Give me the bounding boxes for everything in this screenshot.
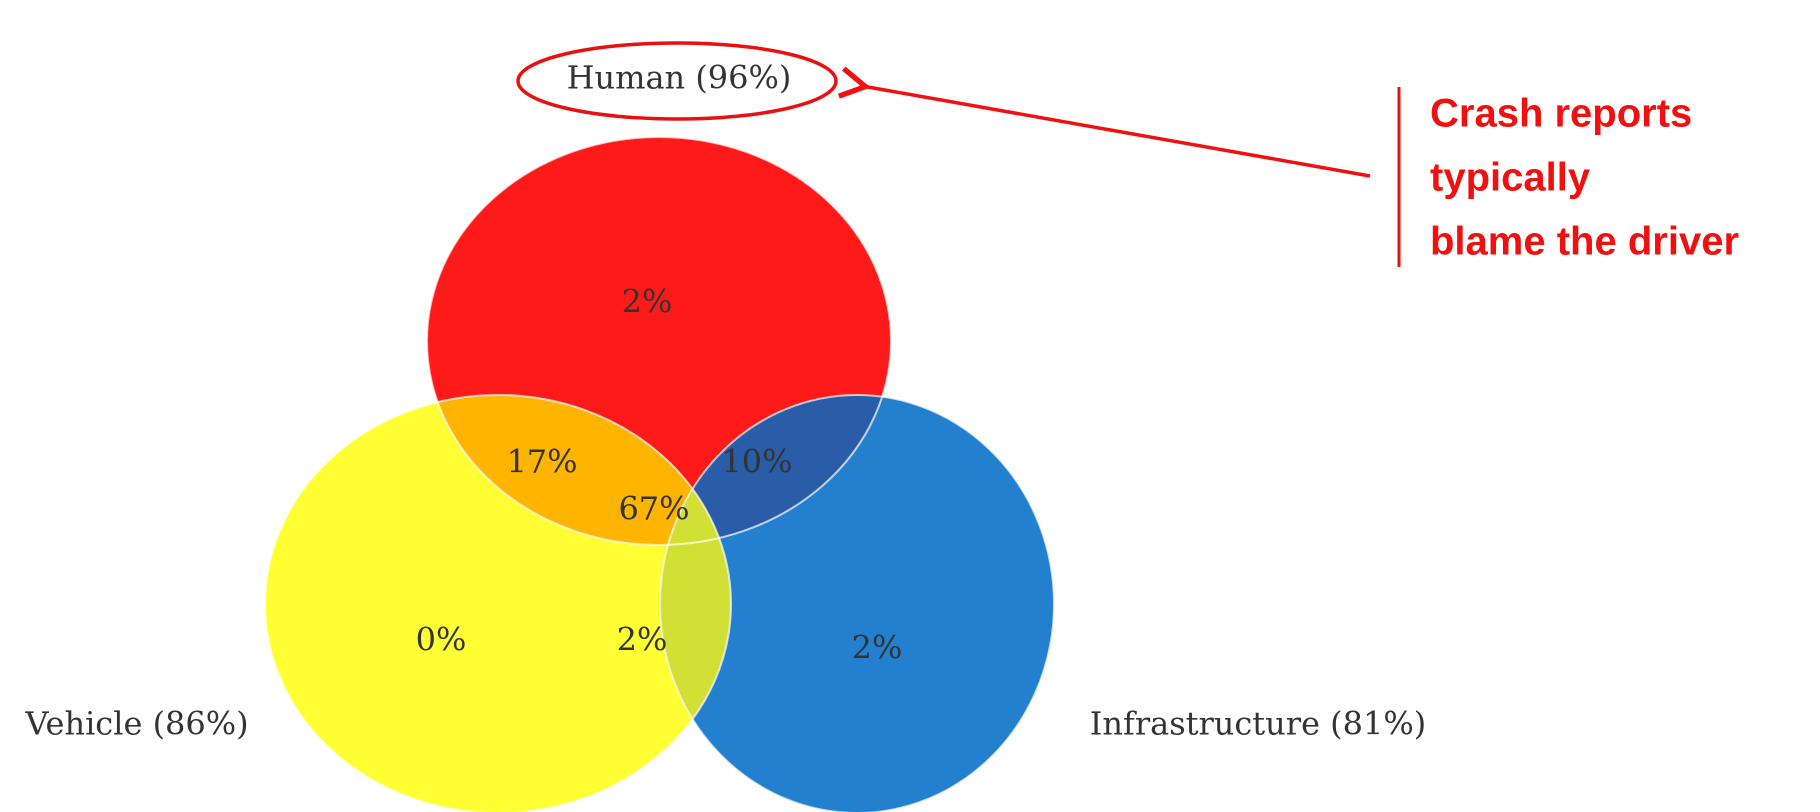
region-label: 10% [721, 443, 792, 481]
human-infrastructure-overlap [660, 395, 891, 545]
outline [264, 394, 732, 812]
arrow [862, 86, 1371, 178]
annotation-line: blame the driver [1430, 220, 1739, 264]
highlight-ellipse [516, 41, 838, 121]
annotation-line: Crash reports [1430, 92, 1692, 136]
human-vehicle-overlap [427, 395, 731, 545]
region-label: 0% [416, 621, 467, 659]
set-label: Vehicle (86%) [24, 705, 248, 743]
region-label: 17% [506, 443, 577, 481]
annotation-line: typically [1430, 156, 1591, 200]
region-label: 67% [618, 490, 689, 528]
region-label: 2% [617, 621, 668, 659]
outline [426, 136, 892, 546]
outline [659, 394, 1055, 812]
set-label: Infrastructure (81%) [1090, 705, 1427, 743]
set-label: Human (96%) [567, 59, 792, 97]
region-label: 2% [622, 283, 673, 321]
region-label: 2% [852, 629, 903, 667]
